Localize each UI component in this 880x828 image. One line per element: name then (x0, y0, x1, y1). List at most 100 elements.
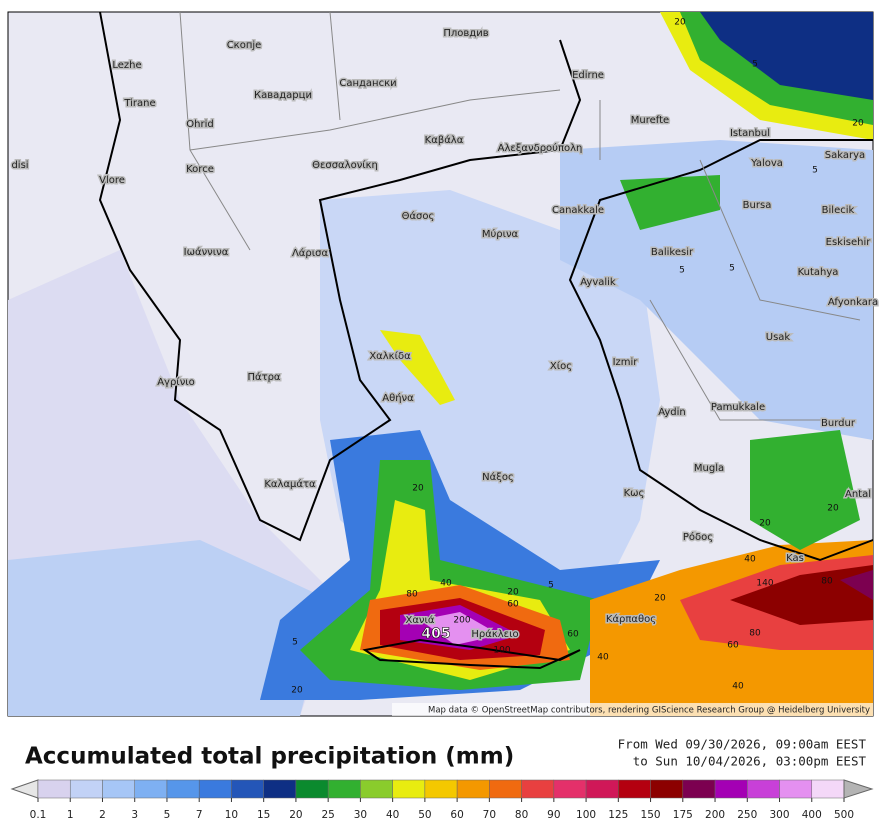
colorbar-segment (231, 779, 264, 799)
colorbar-tick-label: 10 (225, 809, 238, 821)
colorbar-segment (392, 779, 426, 799)
colorbar-tick-label: 70 (483, 809, 496, 821)
colorbar-tick-label: 400 (802, 809, 822, 821)
sea-sw (8, 540, 330, 716)
turkey-green (750, 430, 860, 550)
colorbar-segment (69, 779, 103, 799)
place-label: Ηράκλειο (471, 628, 518, 640)
marmara-green (620, 175, 720, 230)
colorbar-tick-label: 30 (354, 809, 367, 821)
place-label: Kutahya (798, 267, 839, 278)
place-label: Кавадарци (254, 90, 312, 101)
place-label: Istanbul (730, 128, 770, 139)
place-label: Νάξος (482, 471, 514, 483)
contour-label: 140 (756, 579, 773, 589)
place-label: Κάρπαθος (606, 613, 656, 625)
place-label: Χαλκίδα (369, 350, 411, 362)
place-label: Θάσος (402, 210, 435, 222)
coastline-crete (362, 638, 581, 670)
contour-label: 40 (732, 682, 744, 692)
contour-label: 5 (729, 264, 735, 274)
place-label: Antal (845, 489, 871, 500)
colorbar-tick-label: 0.1 (30, 809, 47, 821)
contour-label: 60 (567, 630, 579, 640)
colorbar-segment (779, 779, 813, 799)
map: Скопје Пловдив Lezhe Tirane Кавадарци Санданс… (7, 11, 880, 717)
place-label: Aydin (658, 407, 686, 418)
contour-label: 100 (493, 646, 510, 656)
contour-label: 40 (597, 653, 609, 663)
contour-label: 80 (406, 590, 418, 600)
colorbar-segment (585, 779, 619, 799)
colorbar-segment (553, 779, 587, 799)
colorbar-tick-label: 300 (769, 809, 789, 821)
place-label: Kas (786, 553, 804, 564)
colorbar-segment (424, 779, 458, 799)
colorbar-tick-label: 175 (673, 809, 693, 821)
colorbar-segment (489, 779, 522, 799)
place-label: Korce (186, 164, 214, 175)
colorbar-segment (102, 779, 135, 799)
evia-yellow (380, 330, 455, 405)
place-label: Balikesir (651, 247, 694, 258)
colorbar-tick-label: 20 (289, 809, 302, 821)
contour-label: 20 (827, 504, 839, 514)
colorbar-tick-label: 90 (547, 809, 560, 821)
colorbar-tick-label: 7 (196, 809, 203, 821)
colorbar-tick-label: 2 (99, 809, 106, 821)
colorbar-tick-label: 25 (321, 809, 334, 821)
colorbar-end (843, 779, 874, 799)
colorbar-tick-label: 60 (450, 809, 463, 821)
place-label: Αλεξανδρούπολη (498, 142, 583, 154)
max-label: 405 (421, 626, 450, 642)
contour-label: 20 (507, 588, 519, 598)
colorbar-segment (360, 779, 393, 799)
borders (179, 11, 861, 421)
colorbar-tick-label: 100 (576, 809, 596, 821)
place-label: Скопје (227, 39, 262, 51)
colorbar-segment (714, 779, 748, 799)
place-label: Eskisehir (826, 237, 872, 248)
rain-pink (420, 612, 500, 645)
place-label: Πάτρα (247, 371, 280, 383)
se-purple (840, 570, 873, 600)
period-start: From Wed 09/30/2026, 09:00am EEST (618, 737, 867, 752)
place-label: Ιωάννινα (184, 246, 229, 258)
colorbar-tick-label: 150 (641, 809, 661, 821)
colorbar-tick-label: 15 (257, 809, 270, 821)
place-labels: Скопје Пловдив Lezhe Tirane Кавадарци Санданс… (10, 27, 880, 642)
colorbar-tick-label: 125 (608, 809, 628, 821)
contour-label: 60 (507, 600, 519, 610)
place-label: Ohrid (186, 119, 213, 130)
place-label: Lezhe (112, 60, 141, 71)
colorbar-tick-label: 80 (515, 809, 528, 821)
ne-navy (700, 12, 873, 100)
place-label: Μύρινα (482, 228, 519, 240)
colorbar-segment (37, 779, 71, 799)
colorbar-segment (198, 779, 232, 799)
place-label: Αγρίνιο (157, 376, 195, 388)
place-label: Сандански (339, 78, 396, 89)
contour-label: 5 (292, 638, 298, 648)
place-label: Izmir (613, 357, 639, 368)
colorbar-tick-label: 200 (705, 809, 725, 821)
place-label: Pamukkale (711, 402, 765, 413)
contour-label: 40 (440, 579, 452, 589)
attribution: Map data © OpenStreetMap contributors, r… (428, 706, 870, 716)
colorbar-segment (811, 779, 845, 799)
place-label: Χανιά (405, 614, 434, 626)
contour-label: 80 (821, 577, 833, 587)
colorbar-tick-label: 40 (386, 809, 399, 821)
place-label: Ayvalik (580, 277, 616, 288)
contour-label: 40 (744, 555, 756, 565)
colorbar-segment (618, 779, 651, 799)
place-label: Χίος (550, 360, 572, 372)
colorbar-segment (456, 779, 490, 799)
colorbar-segment (263, 779, 297, 799)
contour-label: 80 (749, 629, 761, 639)
colorbar-segment (295, 779, 329, 799)
colorbar-segment (650, 779, 684, 799)
contour-label: 20 (852, 119, 864, 129)
contour-label: 5 (752, 60, 758, 70)
